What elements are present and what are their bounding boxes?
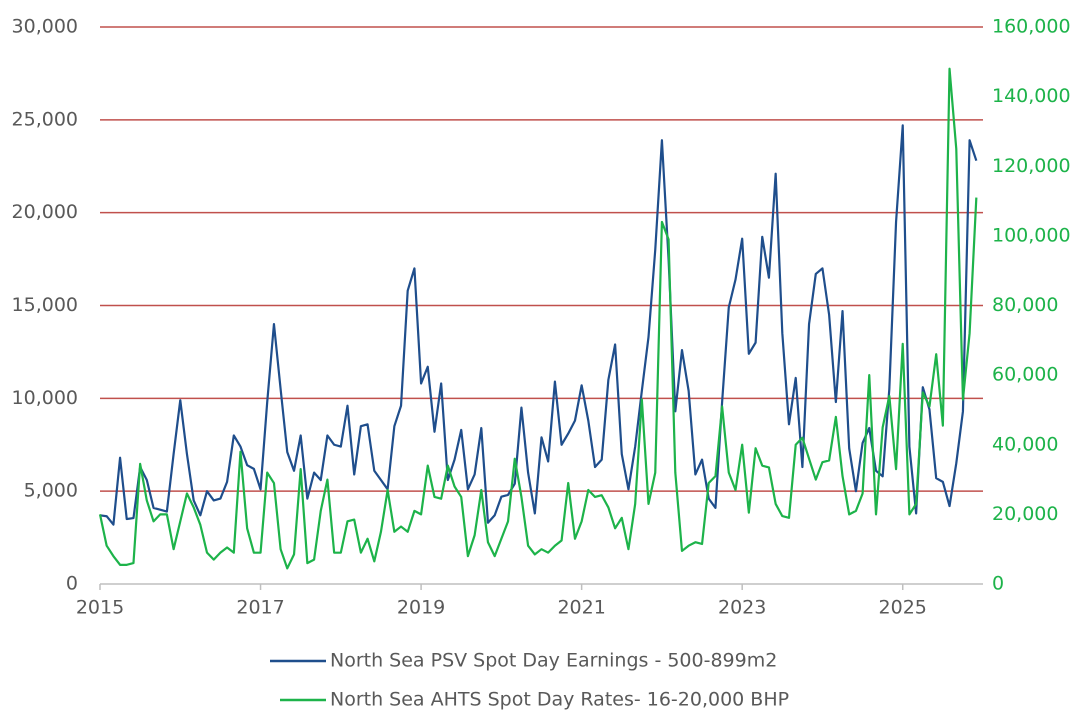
y2-tick-label: 80,000 [992,294,1058,316]
y2-tick-label: 0 [992,573,1004,595]
y-tick-label: 20,000 [12,201,78,223]
y2-tick-label: 20,000 [992,503,1058,525]
y-tick-label: 15,000 [12,294,78,316]
y-tick-label: 5,000 [24,480,78,502]
legend-label: North Sea AHTS Spot Day Rates- 16-20,000… [330,689,789,711]
y2-tick-label: 160,000 [992,16,1071,38]
x-tick-label: 2021 [557,597,605,619]
x-tick-label: 2015 [76,597,124,619]
y-tick-label: 30,000 [12,16,78,38]
y-tick-label: 10,000 [12,387,78,409]
x-tick-label: 2025 [879,597,927,619]
y2-tick-label: 40,000 [992,433,1058,455]
y2-tick-label: 140,000 [992,85,1071,107]
legend-label: North Sea PSV Spot Day Earnings - 500-89… [330,650,777,672]
y-tick-label: 0 [66,573,78,595]
x-tick-label: 2019 [397,597,445,619]
y-tick-label: 25,000 [12,108,78,130]
series-line [99,124,978,526]
series-line [98,67,978,570]
y2-tick-label: 100,000 [992,224,1071,246]
x-tick-label: 2023 [718,597,766,619]
x-tick-label: 2017 [236,597,284,619]
y2-tick-label: 120,000 [992,155,1071,177]
y2-tick-label: 60,000 [992,364,1058,386]
